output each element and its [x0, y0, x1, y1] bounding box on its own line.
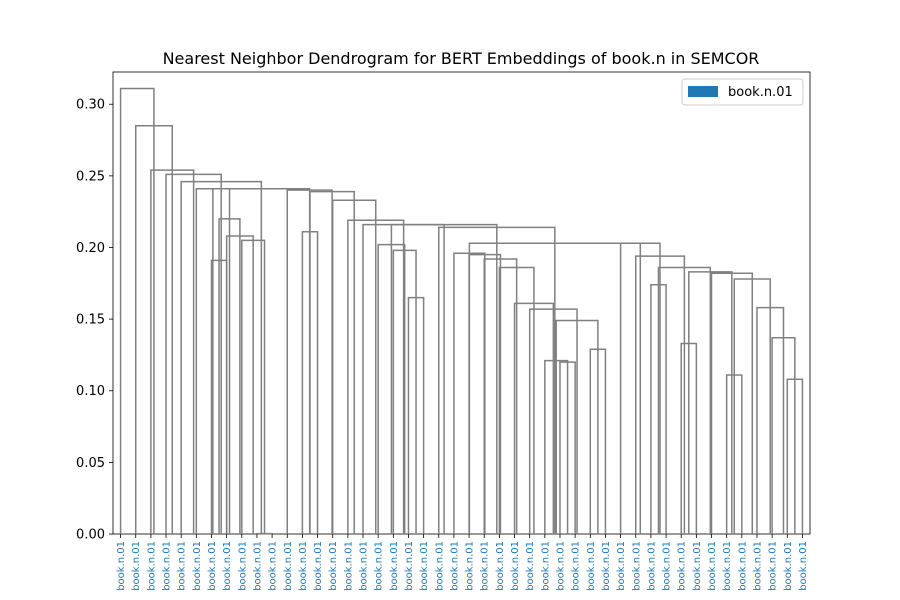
leaf-label: book.n.01: [616, 541, 627, 591]
leaf-label: book.n.01: [495, 541, 506, 591]
leaf-label: book.n.01: [722, 541, 733, 591]
leaf-label: book.n.01: [571, 541, 582, 591]
leaf-label: book.n.01: [313, 541, 324, 591]
y-tick-label: 0.30: [76, 98, 105, 113]
y-tick-label: 0.10: [76, 384, 105, 399]
y-tick-label: 0.00: [76, 528, 105, 543]
leaf-label: book.n.01: [555, 541, 566, 591]
leaf-label: book.n.01: [419, 541, 430, 591]
leaf-label: book.n.01: [298, 541, 309, 591]
y-tick-label: 0.15: [76, 313, 105, 328]
y-tick-label: 0.05: [76, 456, 105, 471]
leaf-label: book.n.01: [222, 541, 233, 591]
dendrogram-links: [119, 87, 804, 535]
leaf-label: book.n.01: [510, 541, 521, 591]
leaf-label: book.n.01: [586, 541, 597, 591]
leaf-label: book.n.01: [768, 541, 779, 591]
leaf-label: book.n.01: [374, 541, 385, 591]
leaf-label: book.n.01: [283, 541, 294, 591]
leaf-label: book.n.01: [237, 541, 248, 591]
leaf-label: book.n.01: [737, 541, 748, 591]
leaf-label: book.n.01: [525, 541, 536, 591]
leaf-label: book.n.01: [343, 541, 354, 591]
legend: book.n.01: [681, 78, 804, 106]
legend-box: [681, 78, 804, 106]
leaf-label: book.n.01: [465, 541, 476, 591]
dendrogram-link: [119, 87, 155, 534]
leaf-label: book.n.01: [480, 541, 491, 591]
y-axis: 0.00 0.05 0.10 0.15 0.20 0.25 0.30: [76, 98, 113, 543]
leaf-label: book.n.01: [707, 541, 718, 591]
leaf-label: book.n.01: [798, 541, 809, 591]
leaf-label: book.n.01: [434, 541, 445, 591]
leaf-label: book.n.01: [783, 541, 794, 591]
leaf-label: book.n.01: [162, 541, 173, 591]
y-tick-label: 0.25: [76, 169, 105, 184]
legend-label: book.n.01: [728, 85, 793, 100]
axes-frame: [112, 71, 811, 535]
leaf-label: book.n.01: [752, 541, 763, 591]
leaf-label: book.n.01: [252, 541, 263, 591]
leaf-label: book.n.01: [449, 541, 460, 591]
leaf-label: book.n.01: [540, 541, 551, 591]
leaf-label: book.n.01: [646, 541, 657, 591]
leaf-label: book.n.01: [131, 541, 142, 591]
leaf-label: book.n.01: [207, 541, 218, 591]
leaf-label: book.n.01: [192, 541, 203, 591]
leaf-label: book.n.01: [677, 541, 688, 591]
leaf-label: book.n.01: [631, 541, 642, 591]
leaf-label: book.n.01: [601, 541, 612, 591]
plot-area: [112, 71, 811, 535]
leaf-label: book.n.01: [692, 541, 703, 591]
leaf-label: book.n.01: [328, 541, 339, 591]
leaf-label: book.n.01: [662, 541, 673, 591]
leaf-label: book.n.01: [177, 541, 188, 591]
leaf-label: book.n.01: [404, 541, 415, 591]
leaf-label: book.n.01: [268, 541, 279, 591]
leaf-label: book.n.01: [116, 541, 127, 591]
leaf-label: book.n.01: [389, 541, 400, 591]
x-axis: book.n.01 book.n.01 book.n.01 book.n.01 book…: [116, 534, 809, 591]
leaf-label: book.n.01: [146, 541, 157, 591]
chart-title: Nearest Neighbor Dendrogram for BERT Emb…: [163, 49, 760, 68]
legend-swatch: [688, 86, 718, 97]
leaf-label: book.n.01: [359, 541, 370, 591]
y-tick-label: 0.20: [76, 241, 105, 256]
